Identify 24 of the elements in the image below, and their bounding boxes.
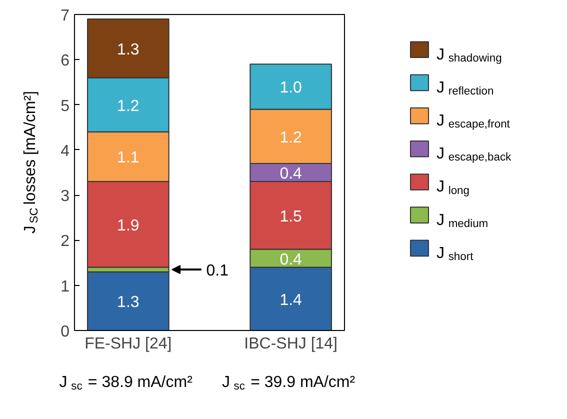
y-tick-label: 6	[60, 52, 70, 70]
data-label: 1.2	[280, 129, 302, 146]
data-label: 1.1	[117, 150, 140, 167]
y-axis-title: JSC losses [mA/cm²]	[22, 90, 40, 234]
x-tick-label: IBC-SHJ [14]	[244, 336, 338, 352]
y-tick-label: 1	[60, 278, 70, 296]
data-label: 1.3	[117, 294, 140, 312]
y-tick-label: 3	[60, 188, 70, 206]
data-label: 1.2	[117, 98, 140, 115]
data-label: 1.0	[280, 80, 302, 97]
y-tick-label: 7	[60, 8, 70, 24]
data-label: 0.4	[280, 166, 302, 182]
data-label: 0.1	[206, 262, 229, 280]
bar	[87, 271, 170, 330]
y-tick-label: 2	[60, 233, 70, 250]
data-label: 0.4	[280, 251, 302, 268]
y-tick-label: 0	[60, 324, 70, 340]
y-tick-label: 4	[60, 142, 70, 160]
data-label: 1.9	[117, 217, 140, 234]
data-label: 1.4	[280, 292, 302, 309]
data-label: 1.5	[280, 208, 302, 226]
data-label: 1.3	[117, 41, 140, 58]
x-tick-label: FE-SHJ [24]	[84, 336, 172, 352]
y-tick-label: 5	[60, 98, 70, 115]
